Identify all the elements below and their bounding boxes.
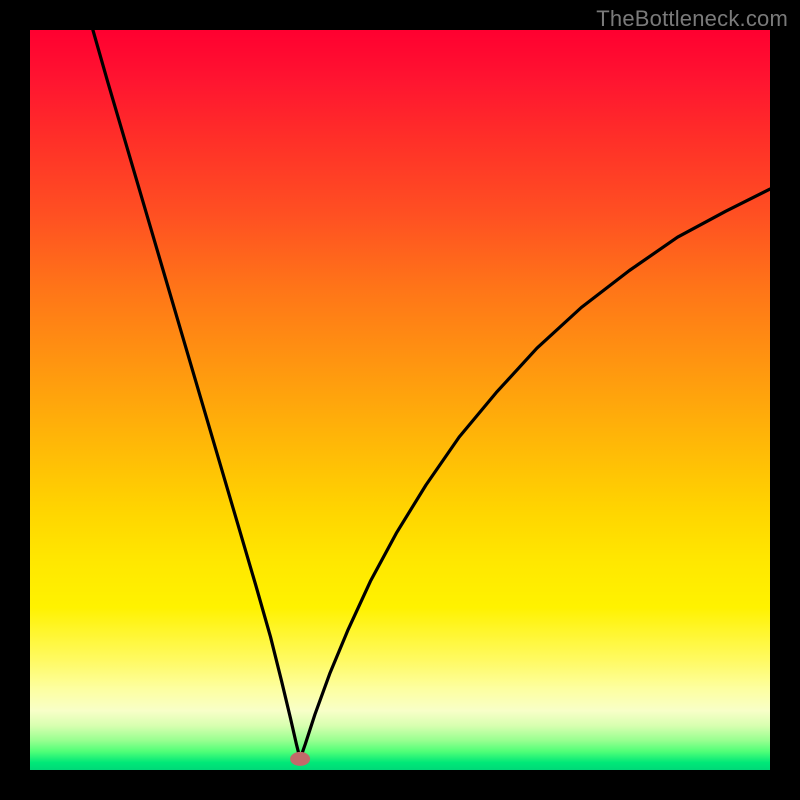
bottleneck-chart	[0, 0, 800, 800]
optimal-marker	[290, 752, 310, 766]
chart-container: TheBottleneck.com	[0, 0, 800, 800]
plot-background	[30, 30, 770, 770]
watermark-text: TheBottleneck.com	[596, 6, 788, 32]
